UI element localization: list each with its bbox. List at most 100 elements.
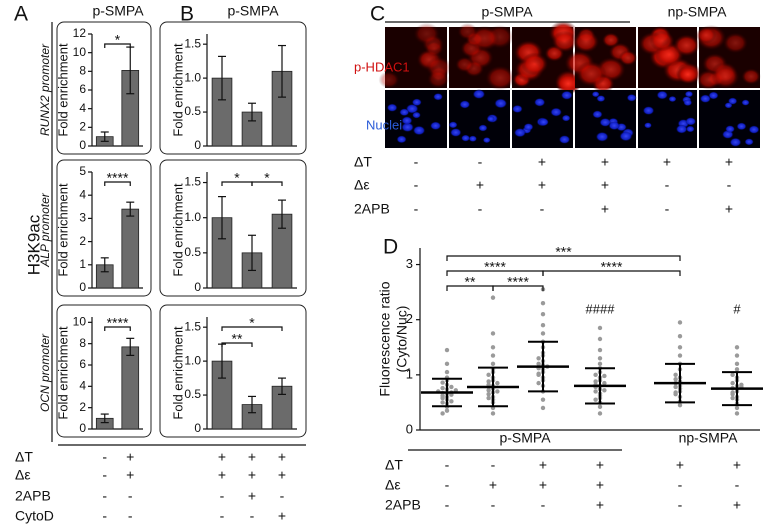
data-point	[673, 377, 678, 382]
condition-sign: +	[539, 477, 547, 493]
nucleus	[656, 90, 668, 100]
y-axis-label: Fluorescence ratio	[377, 281, 393, 396]
nucleus	[744, 138, 754, 146]
significance-bracket	[492, 285, 544, 291]
condition-sign: -	[540, 201, 545, 217]
data-point	[486, 372, 491, 378]
nucleus	[596, 95, 606, 103]
error-bar	[248, 234, 256, 272]
data-point	[444, 369, 450, 375]
condition-sign: -	[678, 497, 683, 513]
y-tick-label: 1.5	[184, 319, 201, 333]
nucleus	[399, 108, 410, 117]
condition-sign: -	[735, 477, 740, 493]
nucleus	[668, 95, 677, 103]
condition-sign: +	[248, 449, 256, 465]
bar	[121, 346, 140, 430]
sd-bar	[432, 377, 462, 408]
condition-sign: +	[278, 467, 286, 483]
significance-bracket	[221, 342, 253, 347]
nucleus	[685, 117, 697, 126]
group-header: np-SMPA	[679, 430, 739, 446]
condition-sign: +	[538, 177, 546, 193]
nucleus	[599, 117, 612, 127]
row-label: H3K9ac	[24, 214, 43, 275]
image-row-label: Nuclei	[366, 117, 402, 132]
p-hdac1-image	[564, 27, 638, 94]
nucleus	[450, 128, 462, 137]
nucleus	[430, 121, 442, 131]
y-tick-label: 8	[79, 64, 86, 78]
data-point	[597, 411, 603, 416]
y-axis-label: Fold enrichment	[170, 43, 185, 137]
condition-sign: +	[278, 508, 286, 524]
nucleus	[482, 137, 491, 144]
panel-frame	[56, 21, 152, 155]
nucleus	[591, 91, 600, 98]
panel-frame	[159, 21, 307, 155]
condition-sign: -	[414, 201, 419, 217]
panel-frame	[56, 159, 152, 297]
condition-sign: -	[414, 154, 419, 170]
nucleus	[401, 116, 413, 125]
cell	[601, 32, 620, 48]
image-group-header: p-SMPA	[481, 4, 533, 20]
data-point	[597, 325, 603, 331]
condition-sign: -	[445, 477, 450, 493]
condition-sign: +	[489, 477, 497, 493]
p-hdac1-image	[512, 20, 583, 95]
cell	[673, 34, 700, 57]
y-tick-label: 1.0	[184, 70, 201, 84]
sd-bar	[585, 367, 615, 405]
significance-label: *	[115, 32, 121, 48]
error-bar	[278, 377, 286, 395]
condition-sign: +	[278, 449, 286, 465]
panel-label: D	[383, 236, 398, 259]
cell	[711, 65, 740, 89]
condition-sign: +	[539, 457, 547, 473]
data-point	[739, 382, 744, 387]
data-point	[444, 361, 450, 367]
cell	[485, 65, 516, 91]
cell	[551, 30, 578, 53]
y-tick-label: 5	[79, 164, 86, 178]
condition-label: ΔT	[354, 154, 372, 170]
significance-bracket	[542, 270, 681, 276]
nucleus	[748, 125, 760, 134]
condition-sign: -	[478, 154, 483, 170]
promoter-label: ALP promoter	[38, 192, 52, 268]
cell	[695, 26, 717, 44]
data-point	[486, 395, 491, 401]
data-point	[486, 391, 491, 397]
p-hdac1-image	[695, 24, 761, 90]
condition-sign: +	[601, 177, 609, 193]
condition-label: Δε	[354, 177, 370, 193]
cell	[575, 60, 607, 87]
data-point	[444, 347, 450, 353]
error-bar	[100, 413, 109, 424]
nucleus	[608, 121, 621, 131]
data-point	[677, 345, 683, 350]
condition-sign: -	[250, 508, 255, 524]
data-point	[677, 353, 683, 358]
cell	[741, 68, 761, 85]
nucleus	[478, 124, 488, 132]
data-point	[486, 379, 491, 384]
data-point	[602, 388, 607, 393]
significance-bracket	[104, 43, 131, 48]
data-point	[490, 345, 496, 350]
data-point	[593, 397, 598, 402]
condition-label: ΔT	[15, 449, 33, 465]
cell	[424, 40, 444, 57]
data-point	[602, 373, 607, 379]
nucleus	[724, 102, 733, 109]
data-point	[440, 385, 445, 391]
condition-sign: +	[596, 457, 604, 473]
data-point	[490, 295, 496, 300]
cell	[722, 32, 749, 54]
panel-label: A	[14, 3, 28, 26]
nucleus	[741, 99, 750, 106]
data-point	[490, 353, 496, 358]
significance-bracket	[221, 326, 283, 331]
